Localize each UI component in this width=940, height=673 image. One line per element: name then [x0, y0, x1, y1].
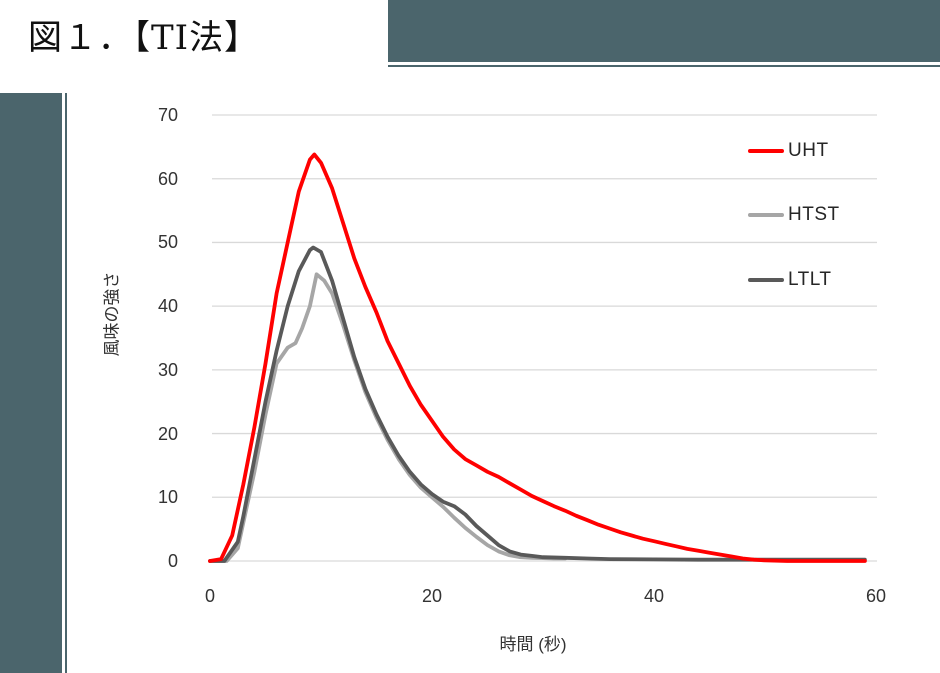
y-tick-label: 10 [157, 487, 178, 508]
left-accent-rule [65, 93, 67, 673]
y-tick-label: 20 [157, 423, 178, 444]
y-axis-title: 風味の強さ [102, 271, 122, 357]
x-axis-title: 時間 (秒) [499, 635, 567, 654]
htst-line-swatch-icon [748, 213, 784, 217]
legend-label: UHT [788, 140, 829, 161]
series-line-uht [208, 152, 867, 563]
legend-item-uht: UHT [748, 139, 829, 163]
legend-item-htst: HTST [748, 203, 840, 227]
y-tick-label: 0 [167, 551, 178, 571]
page-title: 図１．【TI法】 [28, 18, 260, 58]
y-tick-label: 40 [157, 296, 178, 317]
x-tick-label: 20 [421, 586, 443, 606]
uht-line-swatch-icon [748, 149, 784, 153]
legend-item-ltlt: LTLT [748, 268, 832, 292]
series-line-ltlt [208, 245, 867, 563]
y-tick-label: 60 [157, 168, 178, 189]
legend-label: LTLT [788, 269, 832, 290]
y-tick-label: 50 [157, 232, 178, 253]
ltlt-line-swatch-icon [748, 278, 784, 282]
legend-label: HTST [788, 204, 840, 225]
x-tick-label: 0 [204, 586, 215, 606]
y-tick-label: 30 [157, 359, 178, 380]
left-accent-bar [0, 93, 62, 673]
y-tick-label: 70 [157, 105, 178, 125]
top-accent-rule [388, 65, 940, 67]
top-accent-bar [388, 0, 940, 62]
x-tick-label: 40 [643, 586, 665, 606]
x-tick-label: 60 [865, 586, 887, 606]
